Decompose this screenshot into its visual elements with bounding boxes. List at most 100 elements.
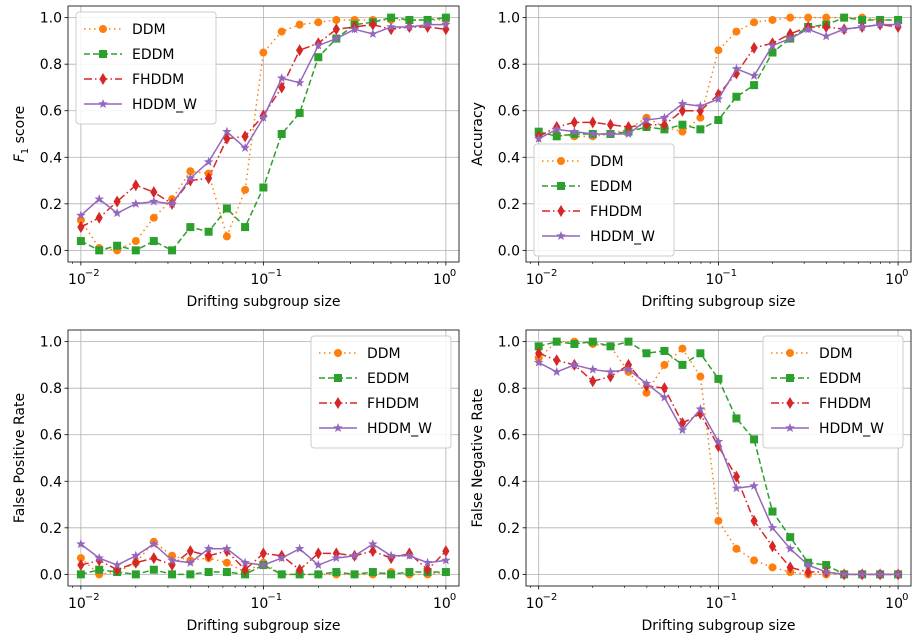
- data-point-hddm_w: [767, 522, 778, 532]
- data-point-fhddm: [150, 186, 158, 199]
- data-point-eddm: [696, 349, 705, 358]
- y-tick-label: 1.0: [498, 11, 520, 27]
- data-point-eddm: [149, 565, 158, 574]
- data-point-hddm_w: [749, 480, 759, 490]
- x-axis-label: Drifting subgroup size: [186, 294, 340, 310]
- data-point-eddm: [570, 339, 579, 348]
- y-tick-label: 0.4: [498, 150, 520, 166]
- legend-marker-ddm: [99, 25, 107, 33]
- y-axis-label-subscript: 1: [20, 148, 31, 154]
- data-point-eddm: [696, 125, 705, 134]
- legend-label-eddm: EDDM: [132, 47, 175, 63]
- data-point-hddm_w: [695, 101, 706, 111]
- legend-label-eddm: EDDM: [590, 179, 633, 195]
- data-point-hddm_w: [441, 19, 451, 29]
- data-point-hddm_w: [276, 553, 287, 563]
- data-point-hddm_w: [112, 208, 122, 218]
- x-tick-exponent: −2: [85, 592, 100, 603]
- data-point-ddm: [314, 18, 323, 27]
- x-axis-label: Drifting subgroup size: [186, 618, 340, 634]
- data-point-eddm: [204, 568, 213, 577]
- data-point-ddm: [732, 27, 741, 36]
- x-tick-label: 10: [68, 272, 86, 288]
- data-point-hddm_w: [641, 378, 652, 388]
- data-point-hddm_w: [731, 483, 742, 493]
- legend: DDM EDDM FHDDM HDDM_W: [533, 143, 675, 257]
- data-point-ddm: [660, 360, 669, 369]
- legend-marker-fhddm: [557, 205, 565, 217]
- data-point-hddm_w: [368, 539, 378, 549]
- data-point-hddm_w: [533, 133, 544, 143]
- legend-label-ddm: DDM: [367, 346, 401, 362]
- y-tick-label: 1.0: [40, 11, 62, 27]
- data-point-hddm_w: [313, 40, 324, 50]
- data-point-hddm_w: [767, 40, 778, 50]
- data-point-hddm_w: [713, 436, 724, 446]
- legend-marker-eddm: [786, 374, 794, 382]
- data-point-hddm_w: [404, 550, 415, 560]
- legend: DDM EDDM FHDDM HDDM_W: [75, 11, 217, 125]
- data-point-fhddm: [732, 470, 741, 483]
- x-tick-exponent: 0: [450, 268, 456, 279]
- data-point-hddm_w: [569, 126, 580, 136]
- x-tick-exponent: −2: [543, 268, 558, 279]
- data-point-fhddm: [535, 347, 543, 360]
- data-point-fhddm: [241, 563, 249, 576]
- data-point-hddm_w: [294, 543, 305, 553]
- data-point-hddm_w: [857, 21, 867, 31]
- data-point-hddm_w: [112, 560, 122, 570]
- data-point-hddm_w: [441, 555, 451, 565]
- y-axis-label-rest: score: [12, 106, 28, 148]
- data-point-hddm_w: [677, 98, 688, 108]
- data-point-ddm: [678, 344, 687, 353]
- data-point-hddm_w: [695, 404, 706, 414]
- data-point-eddm: [222, 568, 231, 577]
- legend-marker-ddm: [557, 157, 565, 165]
- legend-box: [75, 11, 217, 125]
- legend: DDM EDDM FHDDM HDDM_W: [310, 335, 452, 449]
- data-point-hddm_w: [76, 210, 86, 220]
- data-point-hddm_w: [368, 28, 378, 38]
- data-point-fhddm: [296, 44, 304, 57]
- data-point-eddm: [368, 568, 377, 577]
- data-point-fhddm: [332, 23, 340, 36]
- data-point-hddm_w: [821, 31, 831, 41]
- data-point-hddm_w: [569, 359, 580, 369]
- data-point-fhddm: [113, 195, 121, 208]
- x-tick-label: 10: [68, 596, 86, 612]
- data-point-hddm_w: [857, 569, 867, 579]
- y-tick-label: 0.4: [498, 474, 520, 490]
- data-point-fhddm: [259, 547, 267, 560]
- data-point-fhddm: [278, 81, 286, 94]
- y-tick-label: 0.4: [40, 474, 62, 490]
- x-tick-exponent: −1: [267, 592, 282, 603]
- data-point-ddm: [714, 516, 723, 525]
- x-tick-exponent: −1: [722, 268, 737, 279]
- data-point-ddm: [768, 563, 777, 572]
- data-point-hddm_w: [659, 112, 670, 122]
- data-point-eddm: [314, 53, 323, 62]
- data-point-eddm: [387, 570, 396, 579]
- legend-label-fhddm: FHDDM: [367, 396, 419, 412]
- data-point-fhddm: [660, 118, 669, 131]
- data-point-eddm: [405, 15, 414, 24]
- data-point-hddm_w: [258, 560, 269, 570]
- data-point-fhddm: [387, 552, 395, 565]
- data-point-hddm_w: [893, 569, 903, 579]
- data-point-ddm: [714, 46, 723, 55]
- data-point-hddm_w: [785, 33, 795, 43]
- legend-marker-eddm: [334, 374, 342, 382]
- legend-marker-ddm: [786, 349, 794, 357]
- data-point-ddm: [222, 558, 231, 567]
- y-axis-label: Accuracy: [470, 102, 486, 166]
- data-point-eddm: [714, 374, 723, 383]
- data-point-hddm_w: [588, 129, 598, 139]
- y-tick-label: 0.8: [40, 381, 62, 397]
- y-axis-label-main: F: [12, 153, 28, 162]
- legend-label-hddm_w: HDDM_W: [132, 97, 197, 113]
- data-point-hddm_w: [386, 550, 396, 560]
- data-point-hddm_w: [349, 550, 360, 560]
- y-tick-label: 0.8: [498, 381, 520, 397]
